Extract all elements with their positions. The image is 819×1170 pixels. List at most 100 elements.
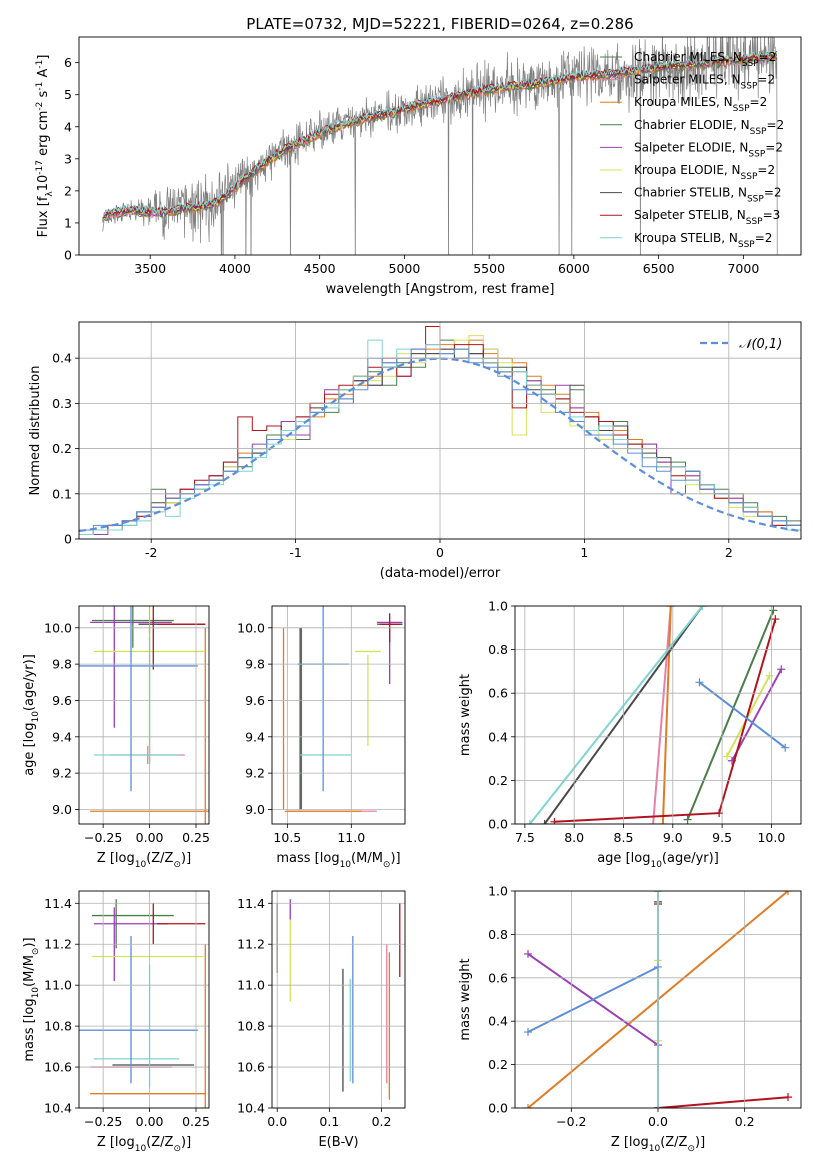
weight-marker-7	[525, 820, 534, 824]
x-tick-label: 5000	[389, 261, 421, 276]
panel-age-vs-z: −0.25 0.00 0.25 9.0 9.2 9.4 9.6 9.8 10.0 Z [log10…	[22, 605, 210, 870]
y-tick-label: 11.2	[44, 937, 72, 952]
x-axis-label: mass [log10(M/M⊙)]	[276, 851, 400, 870]
weight-line-1	[652, 606, 672, 824]
y-tick-label: 2	[64, 183, 72, 198]
legend-label-7: Salpeter STELIB, NSSP=3	[634, 208, 780, 227]
y-tick-label: 0.0	[488, 1101, 508, 1116]
y-tick-label: 1.0	[488, 884, 508, 899]
panel-mass-vs-z: −0.25 0.00 0.25 10.4 10.6 10.8 11.0 11.2 11.4 Z […	[22, 890, 210, 1154]
weight-marker-5	[540, 820, 549, 824]
weight-marker-3	[777, 665, 786, 674]
x-tick-label: 8.0	[564, 830, 584, 845]
y-tick-label: 9.4	[52, 729, 72, 744]
weight-marker-0	[769, 606, 778, 615]
weight-marker-9	[524, 1028, 532, 1037]
y-tick-label: 11.4	[44, 896, 72, 911]
weight-marker-6	[550, 817, 559, 824]
y-tick-label: 0.4	[488, 1014, 508, 1029]
x-tick-label: 6500	[643, 261, 675, 276]
y-tick-label: 10.8	[237, 1019, 265, 1034]
x-axis-label: (data-model)/error	[380, 566, 501, 581]
y-tick-label: 9.4	[245, 729, 265, 744]
weight-line-6	[657, 1096, 789, 1108]
weight-marker-4	[765, 671, 774, 680]
spectrum-legend: Chabrier MILES, NSSP=2 Salpeter MILES, NS…	[600, 50, 784, 250]
x-tick-label: 5500	[473, 261, 505, 276]
legend-label-5: Kroupa ELODIE, NSSP=2	[634, 163, 775, 182]
y-tick-label: 0.4	[52, 351, 72, 366]
weight-marker-6	[771, 615, 780, 624]
chart-panels: 3500 4000 4500 5000 5500 6000 6500 7000 0 1 2 3 4 5 6 w…	[22, 36, 802, 1154]
panel-weight-vs-z: −0.2 0.0 0.2 0.0 0.2 0.4 0.6 0.8 1.0 Z [log10(Z/Z…	[458, 884, 802, 1154]
x-axis-label: Z [log10(Z/Z⊙)]	[611, 1135, 705, 1154]
frame-age-vs-mass	[271, 605, 406, 825]
y-tick-label: 0.8	[488, 927, 508, 942]
y-axis-label: Flux [fλ10-17 erg cm-2 s-1 A-1]	[35, 55, 55, 238]
panel-mass-vs-ebv: 0.0 0.1 0.2 10.4 10.6 10.8 11.0 11.2 11.4 E(B-V)	[237, 890, 406, 1150]
gridlines	[79, 606, 209, 824]
y-tick-label: 0.2	[488, 1057, 508, 1072]
y-tick-label: 11.0	[44, 978, 72, 993]
panel-spectrum: 3500 4000 4500 5000 5500 6000 6500 7000 0 1 2 3 4 5 6 w…	[35, 36, 802, 297]
x-tick-label: 7000	[727, 261, 759, 276]
x-tick-label: 9.0	[663, 830, 683, 845]
y-tick-label: 0.0	[488, 817, 508, 832]
y-tick-label: 0.2	[52, 441, 72, 456]
x-tick-label: 1	[580, 545, 588, 560]
x-tick-label: -1	[289, 545, 301, 560]
x-tick-label: 0	[436, 545, 444, 560]
y-tick-label: 3	[64, 151, 72, 166]
y-tick-label: 11.0	[237, 978, 265, 993]
weight-marker-2	[658, 820, 667, 824]
plot-area	[525, 606, 790, 824]
x-tick-label: 11.0	[337, 830, 365, 845]
x-tick-label: 3500	[134, 261, 166, 276]
plot-area	[102, 37, 778, 255]
y-tick-label: 0	[64, 532, 72, 547]
x-axis-label: wavelength [Angstrom, rest frame]	[326, 282, 555, 297]
y-tick-label: 0.1	[52, 486, 72, 501]
weight-line-2	[661, 606, 672, 824]
frame-mass-vs-z	[78, 890, 210, 1109]
hist-frame	[78, 321, 802, 540]
y-tick-label: 10.4	[237, 1101, 265, 1116]
weight-marker-7	[698, 606, 707, 610]
y-tick-label: 5	[64, 87, 72, 102]
y-tick-label: 10.0	[237, 620, 265, 635]
x-tick-label: -2	[145, 545, 157, 560]
x-axis-label: Z [log10(Z/Z⊙)]	[97, 1135, 191, 1154]
y-tick-label: 10.4	[44, 1101, 72, 1116]
y-tick-label: 9.6	[52, 693, 72, 708]
y-tick-label: 9.2	[245, 766, 265, 781]
x-tick-label: −0.25	[84, 1114, 122, 1129]
x-axis-label: age [log10(age/yr)]	[597, 851, 719, 870]
y-tick-label: 6	[64, 55, 72, 70]
y-tick-label: 10.0	[44, 620, 72, 635]
plot-area	[282, 606, 403, 812]
weight-marker-8	[695, 678, 704, 687]
y-tick-label: 0.6	[488, 970, 508, 985]
weight-line-7	[529, 606, 704, 824]
x-tick-label: 0.00	[136, 830, 164, 845]
y-axis-label: mass [log10(M/M⊙)]	[22, 937, 41, 1061]
y-tick-label: 9.8	[52, 657, 72, 672]
frame-weight-vs-age	[514, 605, 802, 825]
weight-marker-2	[666, 606, 675, 610]
x-tick-label: 0.25	[182, 1114, 210, 1129]
spectrum-frame	[78, 36, 802, 256]
legend-label-4: Salpeter ELODIE, NSSP=2	[634, 140, 783, 159]
y-tick-label: 0.8	[488, 642, 508, 657]
y-tick-label: 10.6	[237, 1060, 265, 1075]
legend-label-8: Kroupa STELIB, NSSP=2	[634, 231, 772, 250]
y-axis-label: mass weight	[458, 958, 473, 1040]
weight-marker-6	[784, 1093, 792, 1102]
y-axis-label: age [log10(age/yr)]	[22, 654, 41, 776]
x-tick-label: −0.25	[84, 830, 122, 845]
spectrum-data-line	[102, 37, 778, 255]
x-tick-label: −0.2	[556, 1114, 586, 1129]
panel-age-vs-mass: 10.5 11.0 9.0 9.2 9.4 9.6 9.8 10.0 mass [log10(M…	[237, 605, 406, 870]
y-tick-label: 11.4	[237, 896, 265, 911]
